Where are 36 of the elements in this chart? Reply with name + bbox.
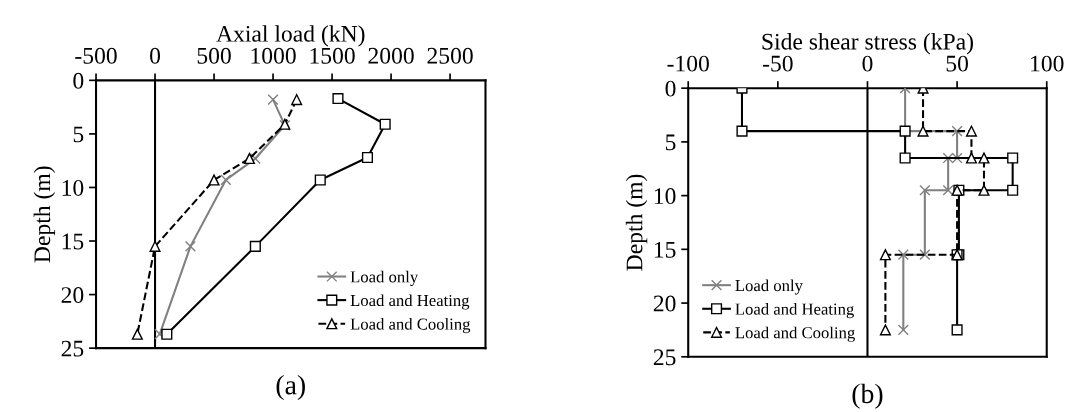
text: (b) bbox=[852, 383, 883, 409]
y-tick-label: 25 bbox=[653, 349, 676, 366]
x-tick-label: -500 bbox=[75, 47, 117, 64]
x-tick-label: 2500 bbox=[427, 47, 473, 64]
x-tick-label: -100 bbox=[667, 55, 709, 72]
y-tick-label: 10 bbox=[654, 188, 676, 205]
y-tick-label: 5 bbox=[665, 134, 676, 151]
y-tick-label: 0 bbox=[73, 72, 84, 89]
x-tick-label: 1500 bbox=[310, 47, 355, 64]
x-tick-label: 2000 bbox=[368, 47, 414, 64]
y-tick-label: 5 bbox=[73, 126, 84, 143]
legend-label: Load only bbox=[350, 270, 419, 286]
x-tick-label: 1000 bbox=[251, 47, 296, 64]
x-tick-label: 0 bbox=[150, 47, 161, 64]
legend-label: Load and Heating bbox=[350, 294, 470, 310]
x-tick-label: 500 bbox=[197, 47, 231, 64]
y-tick-label: 15 bbox=[62, 233, 84, 250]
y-tick-label: 20 bbox=[61, 287, 84, 303]
x-tick-label: -50 bbox=[762, 55, 793, 72]
legend-label: Load and Cooling bbox=[735, 326, 855, 342]
y-tick-label: 20 bbox=[653, 295, 676, 312]
text: (a) bbox=[276, 374, 305, 401]
y-tick-label: 25 bbox=[61, 340, 84, 357]
x-axis-title: Side shear stress (kPa) bbox=[762, 33, 973, 55]
x-tick-label: 0 bbox=[862, 55, 873, 72]
legend-label: Load and Heating bbox=[735, 303, 854, 319]
y-axis-title: Depth (m) bbox=[625, 174, 648, 271]
legend-label: Load and Cooling bbox=[350, 317, 471, 334]
y-axis-title: Depth (m) bbox=[33, 166, 56, 263]
x-tick-label: 50 bbox=[946, 55, 968, 72]
y-tick-label: 0 bbox=[665, 80, 676, 97]
y-tick-label: 10 bbox=[62, 179, 84, 196]
y-tick-label: 15 bbox=[654, 241, 676, 258]
x-axis-title: Axial load (kN) bbox=[216, 25, 365, 47]
legend-label: Load only bbox=[735, 279, 803, 295]
x-tick-label: 100 bbox=[1031, 55, 1064, 72]
